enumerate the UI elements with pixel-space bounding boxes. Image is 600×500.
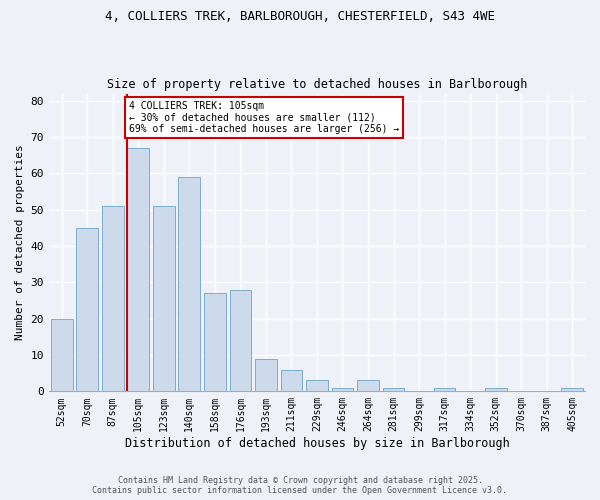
Bar [281,370,302,392]
Bar [76,228,98,392]
Text: Contains HM Land Registry data © Crown copyright and database right 2025.
Contai: Contains HM Land Registry data © Crown c… [92,476,508,495]
Bar [178,177,200,392]
Bar [306,380,328,392]
Y-axis label: Number of detached properties: Number of detached properties [15,144,25,340]
Text: 4, COLLIERS TREK, BARLBOROUGH, CHESTERFIELD, S43 4WE: 4, COLLIERS TREK, BARLBOROUGH, CHESTERFI… [105,10,495,23]
Bar [153,206,175,392]
Bar [434,388,455,392]
Bar [562,388,583,392]
X-axis label: Distribution of detached houses by size in Barlborough: Distribution of detached houses by size … [125,437,509,450]
Text: 4 COLLIERS TREK: 105sqm
← 30% of detached houses are smaller (112)
69% of semi-d: 4 COLLIERS TREK: 105sqm ← 30% of detache… [128,101,399,134]
Bar [485,388,506,392]
Bar [204,294,226,392]
Title: Size of property relative to detached houses in Barlborough: Size of property relative to detached ho… [107,78,527,91]
Bar [357,380,379,392]
Bar [383,388,404,392]
Bar [51,318,73,392]
Bar [230,290,251,392]
Bar [332,388,353,392]
Bar [255,358,277,392]
Bar [127,148,149,392]
Bar [102,206,124,392]
